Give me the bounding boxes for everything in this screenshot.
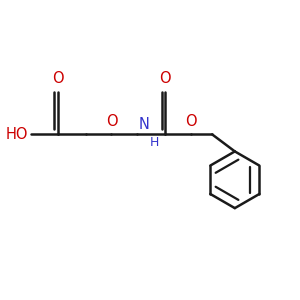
Text: O: O	[52, 71, 63, 86]
Text: O: O	[160, 71, 171, 86]
Text: O: O	[106, 114, 117, 129]
Text: HO: HO	[5, 127, 28, 142]
Text: H: H	[150, 136, 159, 149]
Text: O: O	[185, 114, 197, 129]
Text: N: N	[138, 117, 149, 132]
